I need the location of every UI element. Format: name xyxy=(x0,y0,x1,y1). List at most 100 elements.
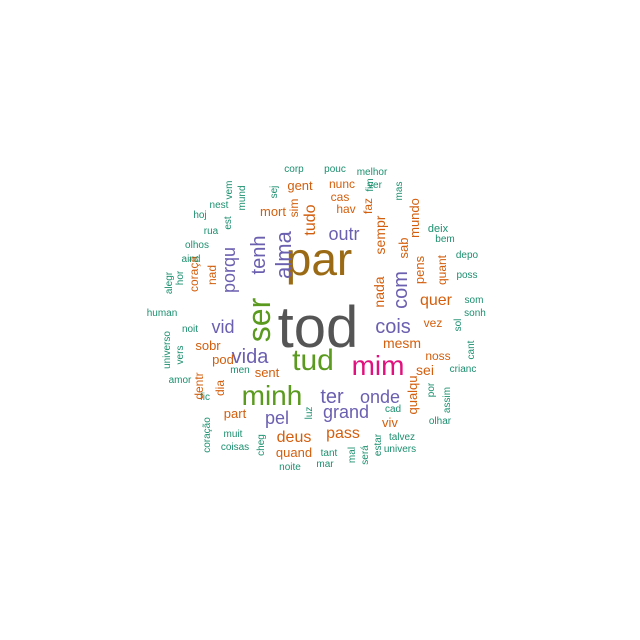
word-48: dia xyxy=(213,380,227,396)
word-7: alma xyxy=(271,230,296,278)
word-27: pens xyxy=(412,255,427,284)
word-68: noit xyxy=(182,324,198,335)
word-24: nada xyxy=(371,276,387,307)
word-81: mal xyxy=(347,447,358,463)
word-75: muit xyxy=(224,429,243,440)
word-61: hoj xyxy=(193,210,206,221)
word-51: deix xyxy=(428,223,449,235)
word-63: olhos xyxy=(185,240,209,251)
word-22: quer xyxy=(420,292,453,309)
word-32: sent xyxy=(255,365,280,380)
word-39: nunc xyxy=(329,177,355,191)
word-23: mesm xyxy=(383,335,421,351)
word-35: part xyxy=(224,406,247,421)
word-20: deus xyxy=(277,429,312,446)
word-70: vers xyxy=(175,346,186,365)
word-90: por xyxy=(426,382,437,397)
word-45: noss xyxy=(425,349,450,363)
word-40: cas xyxy=(331,190,350,204)
word-80: mar xyxy=(316,459,334,470)
word-6: minh xyxy=(242,380,303,411)
word-96: poss xyxy=(456,270,477,281)
word-9: porqu xyxy=(219,247,239,293)
word-76: coisas xyxy=(221,442,249,453)
word-99: mas xyxy=(394,182,405,201)
word-14: vida xyxy=(232,346,270,368)
word-15: vid xyxy=(211,317,234,337)
word-38: gent xyxy=(287,178,313,193)
word-36: quand xyxy=(276,445,312,460)
word-10: outr xyxy=(328,224,359,244)
word-17: onde xyxy=(360,387,400,407)
word-28: mundo xyxy=(407,198,422,238)
word-72: men xyxy=(230,365,249,376)
word-57: mund xyxy=(237,185,248,210)
word-29: qualqu xyxy=(405,375,420,414)
word-44: vez xyxy=(424,316,443,330)
word-11: tudo xyxy=(302,204,319,235)
word-92: cant xyxy=(466,340,477,359)
word-62: rua xyxy=(204,226,219,237)
word-4: tud xyxy=(292,344,334,377)
word-66: hor xyxy=(175,270,186,285)
word-3: ser xyxy=(241,297,277,342)
word-54: melhor xyxy=(357,167,388,178)
word-60: nest xyxy=(210,200,229,211)
word-58: sej xyxy=(269,186,280,199)
word-84: luz xyxy=(304,407,315,420)
word-100: fim xyxy=(365,178,376,191)
word-1: tod xyxy=(278,295,359,360)
word-26: sab xyxy=(396,238,411,259)
word-97: depo xyxy=(456,250,479,261)
word-82: será xyxy=(360,445,371,465)
word-83: estar xyxy=(373,433,384,456)
word-69: universo xyxy=(162,331,173,369)
word-47: coraçã xyxy=(187,256,201,292)
word-8: tenh xyxy=(248,236,270,275)
word-2: par xyxy=(286,233,352,285)
word-21: pass xyxy=(326,425,360,442)
word-31: viv xyxy=(382,415,398,430)
word-53: pouc xyxy=(324,164,346,175)
word-50: quant xyxy=(435,254,449,285)
word-5: mim xyxy=(352,350,405,381)
word-86: talvez xyxy=(389,432,415,443)
word-46: nad xyxy=(205,265,219,285)
word-94: sonh xyxy=(464,308,486,319)
word-77: cheg xyxy=(256,434,267,456)
word-91: crianc xyxy=(450,364,477,375)
word-41: hav xyxy=(336,202,355,216)
word-13: cois xyxy=(375,316,411,338)
word-16: ter xyxy=(320,386,344,408)
word-95: som xyxy=(465,295,484,306)
word-49: dentr xyxy=(192,372,206,399)
word-93: sol xyxy=(453,319,464,332)
word-55: ver xyxy=(368,180,383,191)
word-59: est xyxy=(223,216,234,230)
word-33: sobr xyxy=(195,338,221,353)
word-71: amor xyxy=(169,375,192,386)
word-74: coração xyxy=(202,417,213,453)
word-25: sempr xyxy=(372,215,388,254)
word-19: pel xyxy=(265,408,289,428)
word-12: com xyxy=(390,271,412,309)
word-79: noite xyxy=(279,462,301,473)
word-98: bem xyxy=(435,234,454,245)
word-73: fic xyxy=(200,392,210,403)
word-34: pod xyxy=(212,352,234,367)
word-43: sim xyxy=(287,199,301,218)
word-89: assim xyxy=(442,387,453,413)
word-78: tant xyxy=(321,448,338,459)
word-85: cad xyxy=(385,404,401,415)
word-87: univers xyxy=(384,444,416,455)
word-65: alegr xyxy=(164,271,175,294)
word-37: mort xyxy=(260,204,286,219)
word-88: olhar xyxy=(429,416,452,427)
word-42: faz xyxy=(361,198,375,214)
word-30: sei xyxy=(416,362,434,378)
word-67: human xyxy=(147,308,178,319)
word-64: aind xyxy=(182,254,201,265)
word-56: vem xyxy=(224,181,235,200)
word-18: grand xyxy=(323,402,369,422)
